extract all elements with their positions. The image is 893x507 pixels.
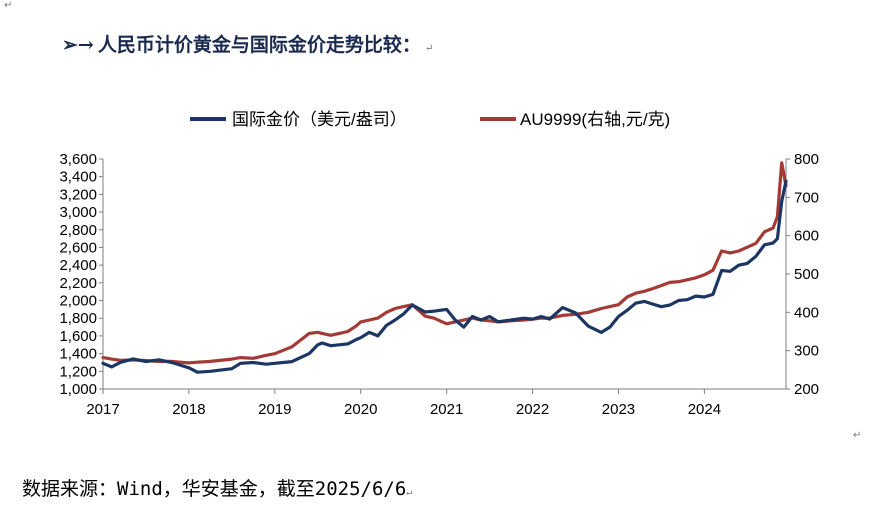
legend: 国际金价（美元/盎司） AU9999(右轴,元/克)	[190, 110, 670, 129]
series-line-au9999	[101, 161, 788, 365]
y-left-tick-label: 2,400	[59, 257, 97, 274]
y-right-tick-label: 800	[794, 151, 819, 168]
y-right-tick-label: 200	[794, 381, 819, 398]
source-note: 数据来源：Wind，华安基金，截至2025/6/6↵	[22, 474, 412, 501]
series-lines	[101, 161, 788, 374]
y-left-tick-label: 3,600	[59, 151, 97, 168]
y-right-tick-label: 500	[794, 266, 819, 283]
paragraph-mark: ↵	[406, 487, 413, 498]
paragraph-mark: ↵	[4, 0, 13, 11]
y-left-tick-label: 2,200	[59, 275, 97, 292]
y-left-tick-label: 1,600	[59, 328, 97, 345]
y-left-tick-label: 1,400	[59, 346, 97, 363]
x-tick-label: 2018	[172, 401, 205, 418]
x-tick-label: 2017	[86, 401, 119, 418]
y-right-tick-label: 700	[794, 189, 819, 206]
y-left-tick-label: 2,600	[59, 239, 97, 256]
y-left-tick-label: 3,000	[59, 204, 97, 221]
series-line-international-gold	[101, 179, 788, 374]
page-title: ➢→ 人民币计价黄金与国际金价走势比较： ↵	[62, 30, 433, 57]
legend-label-series-2: AU9999(右轴,元/克)	[520, 110, 670, 129]
y-right-tick-label: 300	[794, 343, 819, 360]
legend-label-series-1: 国际金价（美元/盎司）	[232, 110, 407, 129]
axes: 1,0001,2001,4001,6001,8002,0002,2002,400…	[59, 151, 819, 418]
y-right-tick-label: 400	[794, 304, 819, 321]
page-title-text: 人民币计价黄金与国际金价走势比较：	[97, 34, 421, 56]
y-left-tick-label: 1,200	[59, 363, 97, 380]
paragraph-mark: ↵	[424, 43, 434, 54]
source-text: 数据来源：Wind，华安基金，截至2025/6/6	[22, 478, 407, 500]
y-left-tick-label: 1,000	[59, 381, 97, 398]
paragraph-mark: ↵	[853, 430, 862, 441]
y-left-tick-label: 1,800	[59, 310, 97, 327]
y-left-tick-label: 3,400	[59, 169, 97, 186]
y-right-tick-label: 600	[794, 228, 819, 245]
x-tick-label: 2020	[344, 401, 377, 418]
x-tick-label: 2022	[516, 401, 549, 418]
x-tick-label: 2021	[430, 401, 463, 418]
y-left-tick-label: 3,200	[59, 186, 97, 203]
y-left-tick-label: 2,800	[59, 222, 97, 239]
x-tick-label: 2019	[258, 401, 291, 418]
x-tick-label: 2023	[602, 401, 635, 418]
bullet-arrow-icon: ➢→	[62, 34, 94, 56]
y-left-tick-label: 2,000	[59, 293, 97, 310]
x-tick-label: 2024	[688, 401, 721, 418]
